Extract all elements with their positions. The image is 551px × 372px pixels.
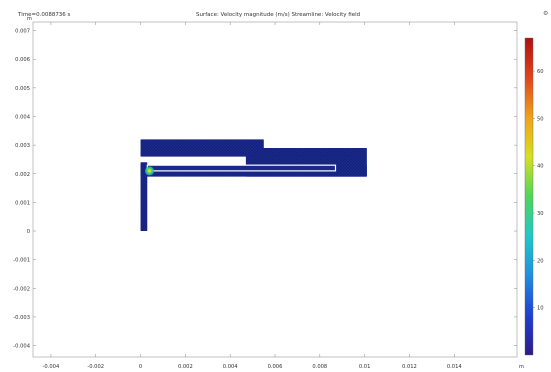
y-tick-label: -0.001 xyxy=(13,258,30,264)
colorbar-tick-label: 20 xyxy=(537,258,544,264)
gear-icon[interactable]: ⚙ xyxy=(543,10,549,17)
colorbar-tick-label: 30 xyxy=(537,211,544,217)
y-axis-ticks: 0.007 0.006 0.005 0.004 0.003 0.002 0.001 0 -0.0… xyxy=(13,29,517,350)
plot-title: Surface: Velocity magnitude (m/s) Stream… xyxy=(196,12,361,18)
y-tick-label: 0.002 xyxy=(15,172,30,178)
x-tick-label: 0.006 xyxy=(268,364,283,370)
y-tick-label: -0.002 xyxy=(13,286,30,292)
axes-frame: mm xyxy=(27,16,524,370)
y-tick-label: -0.003 xyxy=(13,315,30,321)
colorbar-tick-label: 50 xyxy=(537,116,544,122)
x-unit-label: m xyxy=(519,364,524,370)
x-tick-label: 0.002 xyxy=(178,364,193,370)
x-tick-label: -0.002 xyxy=(87,364,104,370)
y-tick-label: 0 xyxy=(27,229,30,235)
x-tick-label: 0.008 xyxy=(312,364,327,370)
colorbar: 10 20 30 40 50 60 xyxy=(524,37,544,356)
colorbar-bar xyxy=(524,37,534,356)
x-axis-ticks: -0.004 -0.002 0 0.002 0.004 0.006 0.008 0.01 0.0… xyxy=(43,22,463,370)
x-tick-label: 0.012 xyxy=(402,364,417,370)
y-tick-label: 0.003 xyxy=(15,143,30,149)
y-tick-label: 0.004 xyxy=(15,114,31,120)
y-tick-label: 0.005 xyxy=(15,86,30,92)
x-tick-label: 0.01 xyxy=(359,364,371,370)
colorbar-tick-label: 40 xyxy=(537,164,544,170)
domain-inlet-vertical xyxy=(140,162,148,232)
colorbar-tick-label: 60 xyxy=(537,69,544,75)
simulation-domain xyxy=(140,139,367,232)
x-tick-label: -0.004 xyxy=(43,364,60,370)
y-tick-label: 0.007 xyxy=(15,29,30,35)
obstacle-slot xyxy=(146,164,337,172)
x-tick-label: 0 xyxy=(139,364,142,370)
time-label: Time=0.0088736 s xyxy=(18,12,71,18)
y-tick-label: -0.004 xyxy=(13,344,30,350)
velocity-hotspot-core xyxy=(147,169,152,173)
x-tick-label: 0.014 xyxy=(447,364,463,370)
y-tick-label: 0.001 xyxy=(15,200,30,206)
colorbar-tick-label: 10 xyxy=(537,306,544,312)
y-unit-label: m xyxy=(27,16,32,22)
x-tick-label: 0.004 xyxy=(223,364,239,370)
axes-border xyxy=(32,21,518,358)
y-tick-label: 0.006 xyxy=(15,57,30,63)
domain-upper-left-block xyxy=(140,139,264,157)
